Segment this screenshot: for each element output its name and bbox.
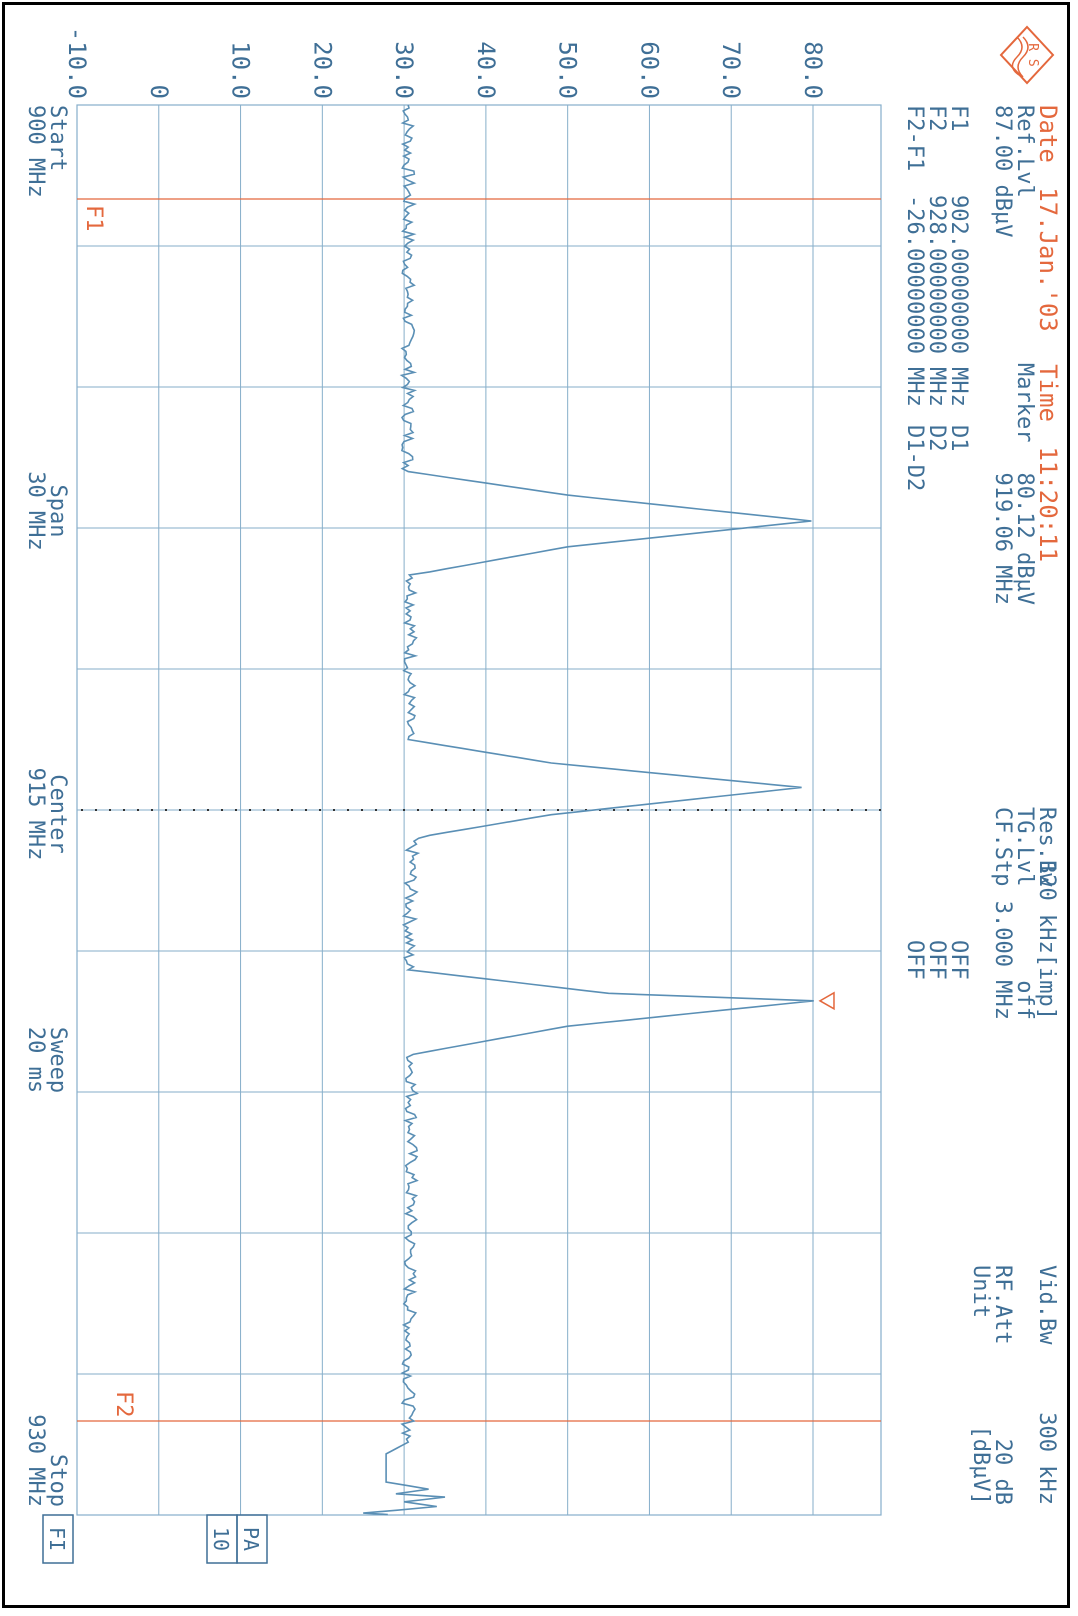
cf-step-value: 3.000 MHz	[990, 901, 1015, 1020]
stop-value: 930 MHz	[23, 1414, 48, 1507]
marker-lines: F1 F2	[77, 198, 881, 1422]
res-bw-value: 120 kHz[imp]	[1034, 861, 1059, 1020]
side-indicator-boxes: PA 10 FI	[42, 1514, 268, 1564]
spectrum-analyzer-screen: R S Date 17.Jan.'03 Time 11:20:11 Res.Bw…	[23, 25, 1062, 1564]
res-bw-label: Res.Bw	[1034, 807, 1059, 887]
tg-level-label: TG.Lvl	[1012, 807, 1037, 886]
date-label: Date	[1034, 105, 1062, 163]
f1-marker-label: F1	[81, 205, 106, 232]
y-tick-label: 50.0	[554, 41, 582, 99]
svg-text:Date 17.Jan.'03: Date 17.Jan.'03 Time 11:20:11	[1034, 105, 1062, 562]
d2-label: D2	[924, 425, 949, 452]
y-tick-label: 0	[145, 85, 173, 99]
fi-box-label: FI	[45, 1527, 69, 1551]
rf-att-label: RF.Att	[990, 1265, 1015, 1344]
f2-value: 928.00000000 MHz	[924, 195, 949, 407]
f1-value: 902.00000000 MHz	[946, 195, 971, 407]
d1-label: D1	[946, 425, 971, 452]
spectrum-trace-line	[363, 104, 814, 1516]
d2-value: OFF	[924, 940, 949, 980]
marker-frequency: 919.06 MHz	[990, 473, 1015, 605]
span-value: 30 MHz	[23, 471, 48, 550]
sweep-value: 20 ms	[23, 1027, 48, 1093]
logo-text: R S	[1025, 43, 1040, 66]
y-tick-label: 20.0	[308, 41, 336, 99]
d1-value: OFF	[946, 940, 971, 980]
y-tick-label: 60.0	[635, 41, 663, 99]
rf-att-value: 20 dB	[990, 1439, 1015, 1505]
y-axis-ticks: 80.0 70.0 60.0 50.0 40.0 30.0 20.0 10.0 0 -10.0	[63, 27, 827, 99]
vid-bw-value: 300 kHz	[1034, 1412, 1059, 1505]
f1-label: F1	[946, 105, 971, 132]
center-value: 915 MHz	[23, 768, 48, 861]
att-box	[206, 1514, 238, 1564]
stop-label: Stop	[45, 1454, 70, 1507]
y-tick-label: -10.0	[63, 27, 91, 99]
rotated-plot-area: R S Date 17.Jan.'03 Time 11:20:11 Res.Bw…	[5, 5, 1073, 1611]
marker-level: 80.12 dBµV	[1012, 473, 1037, 605]
pa-box-label: PA	[239, 1527, 263, 1551]
f2-label: F2	[924, 105, 949, 132]
vid-bw-label: Vid.Bw	[1034, 1265, 1059, 1345]
sweep-label: Sweep	[45, 1027, 70, 1093]
start-label: Start	[45, 105, 70, 171]
unit-value: [dBµV]	[968, 1426, 993, 1505]
peak-marker-icon	[818, 991, 835, 1011]
time-value: 11:20:11	[1034, 446, 1062, 562]
rs-logo-icon: R S	[999, 25, 1055, 85]
y-tick-label: 30.0	[390, 41, 418, 99]
y-tick-label: 10.0	[227, 41, 255, 99]
fi-box	[42, 1514, 74, 1564]
d1-d2-label: D1-D2	[902, 425, 927, 491]
start-value: 900 MHz	[23, 105, 48, 198]
unit-label: Unit	[968, 1265, 993, 1318]
y-tick-label: 80.0	[799, 41, 827, 99]
time-label: Time	[1034, 364, 1062, 422]
f2-f1-label: F2-F1	[902, 105, 927, 171]
att-box-label: 10	[209, 1527, 233, 1551]
grid-lines	[76, 104, 882, 1516]
cf-step-label: CF.Stp	[990, 807, 1015, 886]
y-tick-label: 40.0	[472, 41, 500, 99]
span-label: Span	[45, 485, 70, 538]
f2-f1-value: -26.00000000 MHz	[902, 195, 927, 407]
date-value: 17.Jan.'03	[1034, 187, 1062, 332]
y-tick-label: 70.0	[717, 41, 745, 99]
d1-d2-value: OFF	[902, 940, 927, 980]
ref-level-label: Ref.Lvl	[1012, 105, 1037, 198]
marker-label: Marker	[1012, 363, 1037, 442]
center-label: Center	[45, 774, 70, 853]
spectrum-trace	[363, 104, 814, 1516]
tg-level-value: off	[1012, 980, 1037, 1020]
ref-level-value: 87.00 dBµV	[990, 105, 1015, 237]
f2-marker-label: F2	[111, 1391, 136, 1418]
